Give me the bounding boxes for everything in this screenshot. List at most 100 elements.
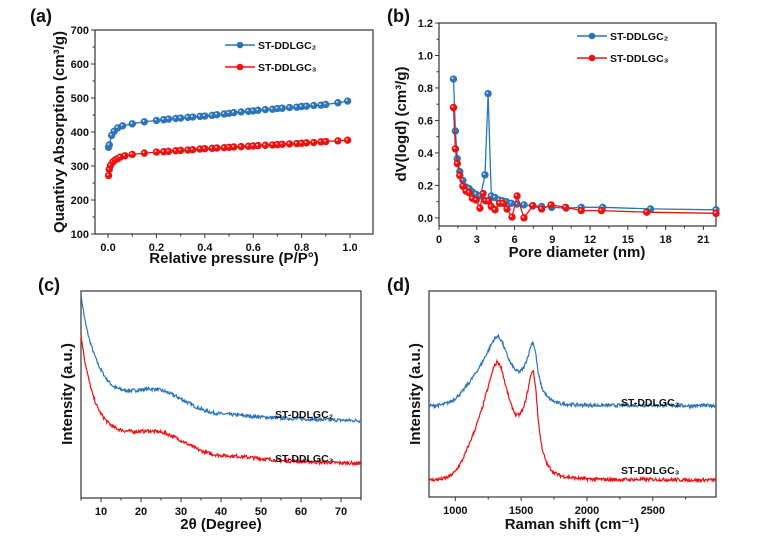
panel-b-plot-area: 0 3 6 9 12 15 18 21 0.0 0.2 0.4 0.6 0.8 1.0 1.2 ST-DDLG…: [418, 18, 720, 246]
panel-a-series-st-ddlgc3-marker-highlight: [323, 139, 326, 142]
panel-a-series-st-ddlgc3-marker: [176, 146, 185, 155]
panel-b-series-st-ddlgc3-marker: [465, 189, 473, 197]
panel-d-series-st-ddlgc2-spectrum: [428, 333, 717, 410]
panel-b-y-tick-label: 0.8: [418, 83, 433, 95]
panel-b-series-st-ddlgc3-marker: [449, 103, 458, 112]
panel-a-series-st-ddlgc3-marker: [152, 148, 161, 156]
panel-a-y-axis-title: Quantivy Absorption (cm³/g): [51, 31, 68, 233]
panel-b-series-st-ddlgc2-marker-highlight: [714, 207, 717, 210]
panel-b-series-st-ddlgc2-marker: [451, 127, 460, 135]
panel-b-series-st-ddlgc3-marker-highlight: [493, 207, 496, 210]
panel-a-series-st-ddlgc3-marker-highlight: [256, 143, 259, 146]
panel-a-plot-area: 0.0 0.2 0.4 0.6 0.8 1.0 100 200 300 400 500 600 700 S…: [71, 25, 374, 254]
panel-a-series-st-ddlgc3-marker-highlight: [311, 140, 314, 143]
panel-b-series-st-ddlgc2-marker-highlight: [522, 202, 525, 205]
panel-b-series-st-ddlgc2-marker-highlight: [486, 91, 489, 94]
panel-a-x-axis-title: Relative pressure (P/P°): [149, 250, 318, 267]
panel-b-series-st-ddlgc3-marker: [451, 145, 460, 153]
panel-b-series-st-ddlgc3-marker-highlight: [451, 105, 454, 108]
panel-a-legend-st-ddlgc2-label: ST-DDLGC₂: [258, 40, 317, 52]
panel-a-series-st-ddlgc3-marker-highlight: [270, 143, 273, 146]
panel-a-series-st-ddlgc3-marker-highlight: [299, 141, 302, 144]
panel-a-x-tick-label: 0.8: [294, 242, 309, 254]
panel-label-b: (b): [387, 6, 410, 26]
panel-a-series-st-ddlgc2-marker: [105, 141, 113, 149]
panel-b-series-st-ddlgc3-marker-highlight: [522, 215, 525, 218]
panel-b-series-st-ddlgc2-marker-highlight: [509, 201, 512, 204]
panel-a-series-st-ddlgc3-marker: [213, 144, 221, 152]
panel-c-x-tick-label: 20: [135, 506, 147, 518]
panel-a-series-st-ddlgc2-marker-highlight: [109, 133, 112, 136]
panel-a-series-st-ddlgc2-marker: [322, 100, 330, 109]
panel-a-series-st-ddlgc3-marker-highlight: [161, 149, 164, 152]
panel-c-x-tick-label: 50: [255, 506, 267, 518]
panel-c-plot-area: 10 20 30 40 50 60 70 ST-DDLGC₂ ST-DDLGC₃: [80, 290, 362, 518]
panel-a-series-st-ddlgc2-marker-highlight: [275, 106, 278, 109]
panel-b-series-st-ddlgc3-marker: [577, 206, 585, 215]
panel-a-series-st-ddlgc2-marker-highlight: [154, 118, 157, 121]
panel-a-series-st-ddlgc3-marker-highlight: [123, 153, 126, 156]
panel-b-series-st-ddlgc3-marker: [712, 209, 720, 218]
panel-d-plot-area: 1000 1500 2000 2500 ST-DDLGC₂ ST-DDLGC₃: [428, 290, 717, 517]
panel-b-series-st-ddlgc2-marker: [481, 171, 489, 179]
panel-b-series-st-ddlgc3-marker-highlight: [563, 205, 566, 208]
panel-b-series-st-ddlgc3-marker-highlight: [467, 190, 470, 193]
panel-a-y-tick-label: 300: [71, 161, 89, 173]
panel-c-xrd: (c) 10 20 30 40 50 60 70 ST-DDLGC₂ ST-DDLGC₃ 2θ …: [38, 275, 362, 533]
panel-a-legend-st-ddlgc3-label: ST-DDLGC₃: [258, 62, 317, 74]
panel-a-series-st-ddlgc2-marker: [140, 118, 149, 126]
panel-b-series-st-ddlgc3-marker: [456, 171, 464, 180]
panel-a-series-st-ddlgc2-marker-highlight: [198, 114, 201, 117]
panel-a-series-st-ddlgc3-marker: [164, 147, 173, 156]
panel-a-series-st-ddlgc2-marker-highlight: [256, 108, 259, 111]
panel-a-y-tick-label: 100: [71, 229, 89, 241]
panel-a-series-st-ddlgc2-marker-highlight: [304, 104, 307, 107]
panel-b-series-st-ddlgc2-marker: [449, 75, 458, 83]
panel-b-series-st-ddlgc3-marker: [479, 189, 487, 198]
panel-b-series-st-ddlgc3-marker-highlight: [474, 198, 477, 201]
panel-b-series-st-ddlgc3-marker-highlight: [486, 198, 489, 201]
panel-b-series-st-ddlgc3-marker: [520, 214, 528, 222]
panel-a-bet-isotherm: (a) 0.0 0.2 0.4 0.6 0.8 1.0 100 200 300 400 500 600…: [30, 6, 374, 267]
panel-a-series-st-ddlgc2-marker-highlight: [294, 105, 297, 108]
panel-b-series-st-ddlgc3-marker: [643, 208, 651, 216]
panel-a-series-st-ddlgc2-marker: [310, 101, 318, 110]
panel-a-series-st-ddlgc2-marker: [343, 97, 352, 105]
panel-a-series-st-ddlgc2-marker-highlight: [311, 103, 314, 106]
panel-b-series-st-ddlgc3-marker-highlight: [539, 207, 542, 210]
panel-c-x-tick-label: 10: [95, 506, 107, 518]
panel-a-series-st-ddlgc3-marker-highlight: [304, 140, 307, 143]
panel-a-legend-st-ddlgc3-marker: [236, 63, 244, 71]
panel-a-y-tick-label: 700: [71, 25, 89, 37]
panel-a-series-st-ddlgc3-marker: [128, 150, 136, 159]
panel-a-series-st-ddlgc3-marker: [322, 137, 330, 146]
panel-b-series-st-ddlgc3-marker: [561, 203, 570, 212]
panel-a-series-st-ddlgc2-marker-highlight: [161, 117, 164, 120]
panel-a-series-st-ddlgc2-marker: [254, 106, 262, 114]
panel-b-y-tick-label: 0.6: [418, 115, 433, 127]
panel-a-x-tick-label: 0.4: [197, 242, 213, 254]
panel-b-series-st-ddlgc2-marker-highlight: [648, 207, 651, 210]
panel-b-series-st-ddlgc3-marker: [547, 201, 555, 209]
panel-b-series-st-ddlgc3-marker: [503, 205, 511, 213]
panel-b-legend-st-ddlgc3-label: ST-DDLGC₃: [610, 53, 669, 65]
panel-b-series-st-ddlgc3-marker-highlight: [489, 204, 492, 207]
panel-a-series-st-ddlgc2-marker: [334, 99, 342, 107]
panel-a-x-tick-label: 0.6: [246, 242, 261, 254]
panel-a-series-st-ddlgc3-marker-highlight: [118, 155, 121, 158]
panel-a-series-st-ddlgc2-marker-highlight: [202, 114, 205, 117]
panel-a-series-st-ddlgc3-marker-highlight: [178, 148, 181, 151]
panel-b-x-tick-label: 9: [549, 234, 555, 246]
panel-b-series-st-ddlgc3-marker: [529, 202, 537, 210]
panel-a-series-st-ddlgc3-marker: [310, 138, 318, 147]
panel-a-series-st-ddlgc3-marker-highlight: [222, 145, 225, 148]
panel-c-series-st-ddlgc3-spectrum: [80, 335, 362, 467]
panel-b-x-tick-label: 3: [474, 234, 480, 246]
panel-a-series-st-ddlgc3-marker: [334, 137, 342, 145]
panel-b-series-st-ddlgc3-marker-highlight: [549, 202, 552, 205]
panel-a-series-st-ddlgc2-marker-highlight: [287, 105, 290, 108]
panel-c-frame: [80, 290, 362, 499]
panel-a-series-st-ddlgc2-marker-highlight: [173, 116, 176, 119]
panel-a-series-st-ddlgc3-marker-highlight: [186, 148, 189, 151]
panel-d-y-axis-title: Intensity (a.u.): [407, 343, 424, 445]
